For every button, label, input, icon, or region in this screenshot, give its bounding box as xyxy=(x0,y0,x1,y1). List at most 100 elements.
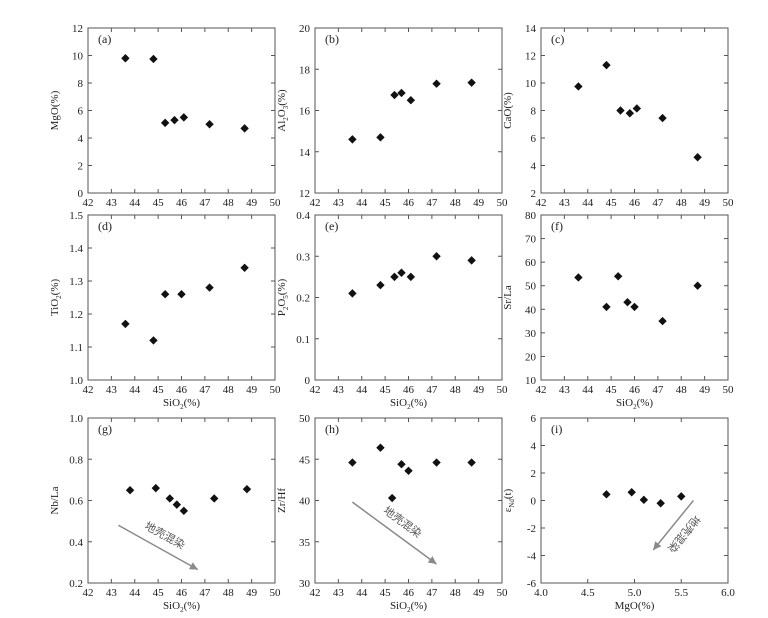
y-tick-label: 6 xyxy=(78,106,84,118)
x-tick-label: 42 xyxy=(83,587,94,599)
x-tick-label: 42 xyxy=(536,197,547,209)
trend-arrow-head xyxy=(188,562,198,570)
x-tick-label: 44 xyxy=(129,384,141,396)
data-point xyxy=(348,135,357,144)
data-point xyxy=(179,113,189,122)
x-tick-label: 46 xyxy=(403,384,415,396)
y-tick-label: 10 xyxy=(525,78,537,90)
x-tick-label: 46 xyxy=(176,384,188,396)
plot-frame xyxy=(314,417,503,584)
y-tick-label: 14 xyxy=(525,23,537,35)
x-tick-label: 6.0 xyxy=(721,587,735,599)
trend-arrow-label: 地壳混染 xyxy=(381,503,425,540)
data-point xyxy=(693,281,702,290)
panel-label: (a) xyxy=(98,32,111,46)
y-tick-label: 14 xyxy=(299,147,311,159)
y-tick-label: 35 xyxy=(299,537,311,549)
data-point xyxy=(630,302,639,312)
x-tick-label: 44 xyxy=(129,197,141,209)
data-point xyxy=(151,483,160,493)
x-tick-label: 43 xyxy=(106,384,118,396)
x-tick-label: 46 xyxy=(629,197,641,209)
x-tick-label: 48 xyxy=(676,384,688,396)
data-point xyxy=(404,466,413,475)
y-tick-label: 1.4 xyxy=(69,243,83,255)
x-tick-label: 49 xyxy=(246,384,258,396)
panel-e: 42 43 44 45 46 47 48 49 50 0 0.1 0.2 0.3 0.4 (e) P2O5(%… xyxy=(276,210,508,411)
x-tick-label: 47 xyxy=(199,587,211,599)
y-tick-label: 0.4 xyxy=(296,210,310,222)
x-tick-label: 46 xyxy=(403,197,415,209)
x-tick-label: 50 xyxy=(270,197,282,209)
x-tick-label: 47 xyxy=(199,197,211,209)
panel-label: (g) xyxy=(98,422,112,436)
data-point xyxy=(160,290,170,299)
plot-frame xyxy=(540,417,729,584)
x-tick-label: 43 xyxy=(106,197,118,209)
x-tick-label: 43 xyxy=(333,197,345,209)
data-point xyxy=(574,82,583,91)
trend-arrow-head xyxy=(427,556,437,565)
data-point xyxy=(390,90,399,100)
x-tick-label: 42 xyxy=(83,384,94,396)
trend-arrow-head xyxy=(653,541,662,550)
data-point xyxy=(121,54,130,63)
data-point xyxy=(387,493,397,503)
x-tick-label: 42 xyxy=(536,384,547,396)
trend-arrow-label: 地壳混染 xyxy=(142,518,187,552)
y-tick-label: -6 xyxy=(527,578,537,590)
data-point xyxy=(627,488,636,497)
x-tick-label: 48 xyxy=(450,587,462,599)
x-tick-label: 50 xyxy=(497,384,509,396)
x-tick-label: 45 xyxy=(380,197,392,209)
panel-f: 42 43 44 45 46 47 48 49 50 10 20 30 40 50 60 70 80 (f) Sr/… xyxy=(502,210,734,411)
y-tick-label: 0.6 xyxy=(69,496,83,508)
data-point xyxy=(205,120,214,129)
y-axis-label: Sr/La xyxy=(502,285,514,310)
data-point xyxy=(432,252,441,261)
data-point xyxy=(467,78,476,87)
x-tick-label: 47 xyxy=(199,384,211,396)
x-tick-label: 47 xyxy=(426,587,438,599)
y-tick-label: 8 xyxy=(78,78,84,90)
data-point xyxy=(205,283,214,292)
x-tick-label: 42 xyxy=(310,197,321,209)
y-tick-label: 18 xyxy=(299,64,311,76)
trend-arrow-line xyxy=(118,524,199,571)
y-tick-label: 45 xyxy=(299,454,311,466)
x-axis-label: SiO2(%) xyxy=(163,600,200,614)
y-tick-label: 0.4 xyxy=(69,537,83,549)
x-tick-label: 44 xyxy=(356,197,368,209)
x-tick-label: 45 xyxy=(606,197,618,209)
panel-label: (i) xyxy=(551,422,562,436)
data-point xyxy=(376,443,385,452)
x-tick-label: 47 xyxy=(652,384,664,396)
data-point xyxy=(406,95,416,105)
y-tick-label: 0.1 xyxy=(296,334,310,346)
x-tick-label: 48 xyxy=(450,197,462,209)
data-point xyxy=(613,272,623,281)
y-axis-label: TiO2(%) xyxy=(49,279,63,317)
data-point xyxy=(348,458,357,467)
data-point xyxy=(432,458,441,467)
data-point xyxy=(125,485,135,495)
y-tick-label: 0 xyxy=(78,188,84,200)
data-point xyxy=(149,54,158,64)
data-point xyxy=(376,280,385,290)
data-point xyxy=(397,268,406,277)
y-axis-label: Nb/La xyxy=(49,486,61,514)
data-point xyxy=(397,88,406,98)
x-tick-label: 50 xyxy=(723,197,735,209)
x-tick-label: 48 xyxy=(223,384,235,396)
plot-frame xyxy=(87,27,276,194)
y-tick-label: 0.3 xyxy=(296,251,310,263)
y-axis-label: MgO(%) xyxy=(49,90,61,130)
x-axis-label: MgO(%) xyxy=(615,600,655,612)
data-point xyxy=(406,272,416,282)
y-tick-label: 1.0 xyxy=(69,375,83,387)
x-tick-label: 42 xyxy=(310,384,321,396)
data-point xyxy=(602,490,611,499)
y-tick-label: 10 xyxy=(72,51,84,63)
x-axis-label: SiO2(%) xyxy=(390,397,427,411)
x-tick-label: 5.0 xyxy=(628,587,642,599)
